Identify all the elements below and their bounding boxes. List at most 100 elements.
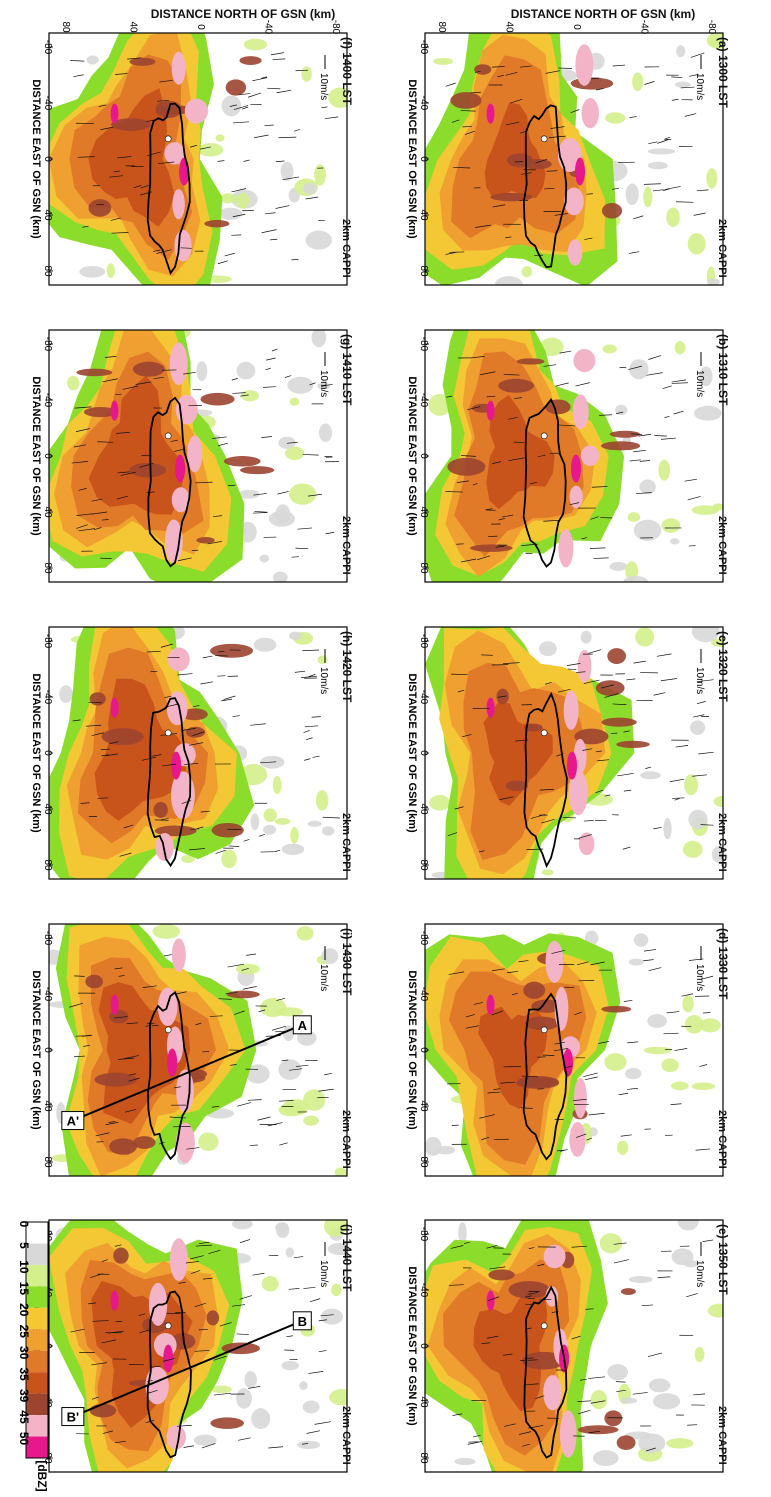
echo-blob xyxy=(625,1068,641,1079)
echo-blob xyxy=(661,518,680,533)
echo-blob xyxy=(695,1347,705,1362)
tick-label-east: 80 xyxy=(418,859,429,871)
cross-section-end-label: B' xyxy=(67,1410,79,1425)
echo-peak xyxy=(567,752,577,780)
x-axis-label: DISTANCE EAST OF GSN (km) xyxy=(30,376,42,536)
panel-title: (j) 1440 LST xyxy=(340,1224,354,1292)
product-label: 2km CAPPI xyxy=(716,813,728,872)
echo-blob xyxy=(454,1458,475,1465)
echo-blob xyxy=(626,184,639,206)
echo-blob xyxy=(661,1058,678,1072)
echo-strong xyxy=(574,1078,587,1118)
tick-label-east: -40 xyxy=(42,690,53,705)
vector-scale-label: 10m/s xyxy=(318,964,329,991)
cross-section-end-label: A' xyxy=(67,1114,79,1129)
echo-strong xyxy=(544,1245,566,1269)
echo-blob xyxy=(658,460,670,481)
colorbar-level-label: 5 xyxy=(17,1242,31,1249)
radar-site-marker xyxy=(165,433,171,439)
x-axis-label: DISTANCE EAST OF GSN (km) xyxy=(406,376,418,536)
colorbar-level-label: 25 xyxy=(17,1325,31,1339)
echo-blob xyxy=(640,480,656,495)
echo-blob xyxy=(707,279,720,286)
echo-core xyxy=(196,537,214,543)
echo-blob xyxy=(278,1059,301,1080)
echo-blob xyxy=(299,1381,307,1390)
tick-label-north: 40 xyxy=(128,21,139,33)
echo-blob xyxy=(607,1364,628,1380)
tick-label-east: 0 xyxy=(418,1343,429,1349)
echo-core xyxy=(113,1247,128,1263)
echo-blob xyxy=(216,134,225,141)
tick-label-east: 80 xyxy=(418,265,429,277)
echo-peak xyxy=(171,752,181,780)
echo-peak xyxy=(487,1291,495,1311)
echo-core xyxy=(490,193,532,201)
echo-peak xyxy=(175,455,185,483)
echo-blob xyxy=(632,73,643,92)
echo-blob xyxy=(542,869,554,875)
echo-blob xyxy=(260,555,270,563)
tick-label-east: 40 xyxy=(418,1396,429,1408)
panel-title: (h) 1420 LST xyxy=(340,631,354,703)
echo-strong xyxy=(578,650,592,683)
echo-core xyxy=(607,648,626,664)
echo-blob xyxy=(605,112,625,124)
echo-strong xyxy=(564,691,579,730)
tick-label-east: 80 xyxy=(418,562,429,574)
tick-label-east: 80 xyxy=(418,1156,429,1168)
echo-blob xyxy=(289,632,302,640)
echo-strong xyxy=(546,941,564,983)
radar-site-marker xyxy=(165,1027,171,1033)
echo-blob xyxy=(671,1082,689,1091)
echo-blob xyxy=(297,926,314,940)
tick-label-east: -80 xyxy=(418,634,429,649)
echo-blob xyxy=(688,810,707,829)
echo-peak xyxy=(111,401,119,421)
echo-blob xyxy=(322,826,334,836)
echo-blob xyxy=(197,143,223,156)
echo-core xyxy=(90,692,106,705)
tick-label-east: 0 xyxy=(418,750,429,756)
echo-core xyxy=(578,1425,619,1434)
panel-title: (c) 1320 LST xyxy=(716,631,730,702)
echo-core xyxy=(90,1404,117,1418)
echo-blob xyxy=(306,231,332,250)
echo-core xyxy=(89,199,112,217)
echo-blob xyxy=(220,193,236,203)
echo-peak xyxy=(111,104,119,124)
echo-core xyxy=(601,718,637,727)
vector-scale-label: 10m/s xyxy=(694,964,705,991)
panel-title: (e) 1350 LST xyxy=(716,1224,730,1295)
echo-peak xyxy=(163,1345,173,1373)
echo-strong xyxy=(168,647,190,671)
echo-blob xyxy=(59,685,73,703)
echo-blob xyxy=(303,1116,319,1126)
echo-peak xyxy=(167,1049,177,1077)
echo-core xyxy=(571,77,614,89)
echo-blob xyxy=(244,39,267,51)
vector-scale-label: 10m/s xyxy=(318,1260,329,1287)
colorbar-level-label: 39 xyxy=(17,1389,31,1403)
tick-label-east: -40 xyxy=(418,690,429,705)
colorbar-unit: [dBZ] xyxy=(35,1460,49,1491)
colorbar-level-label: 30 xyxy=(17,1346,31,1360)
echo-blob xyxy=(303,183,317,194)
panel-title: (d) 1330 LST xyxy=(716,928,730,1000)
radar-site-marker xyxy=(541,1027,547,1033)
echo-strong xyxy=(582,98,599,128)
tick-label-east: 80 xyxy=(42,859,53,871)
tick-label-north: 0 xyxy=(571,24,582,30)
echo-blob xyxy=(196,361,207,381)
echo-strong xyxy=(581,445,599,466)
echo-blob xyxy=(620,1398,637,1404)
y-axis-label-top: DISTANCE NORTH OF GSN (km) xyxy=(511,7,695,21)
echo-blob xyxy=(685,1015,703,1034)
tick-label-east: -80 xyxy=(42,337,53,352)
tick-label-east: 80 xyxy=(42,265,53,277)
echo-blob xyxy=(643,186,652,207)
